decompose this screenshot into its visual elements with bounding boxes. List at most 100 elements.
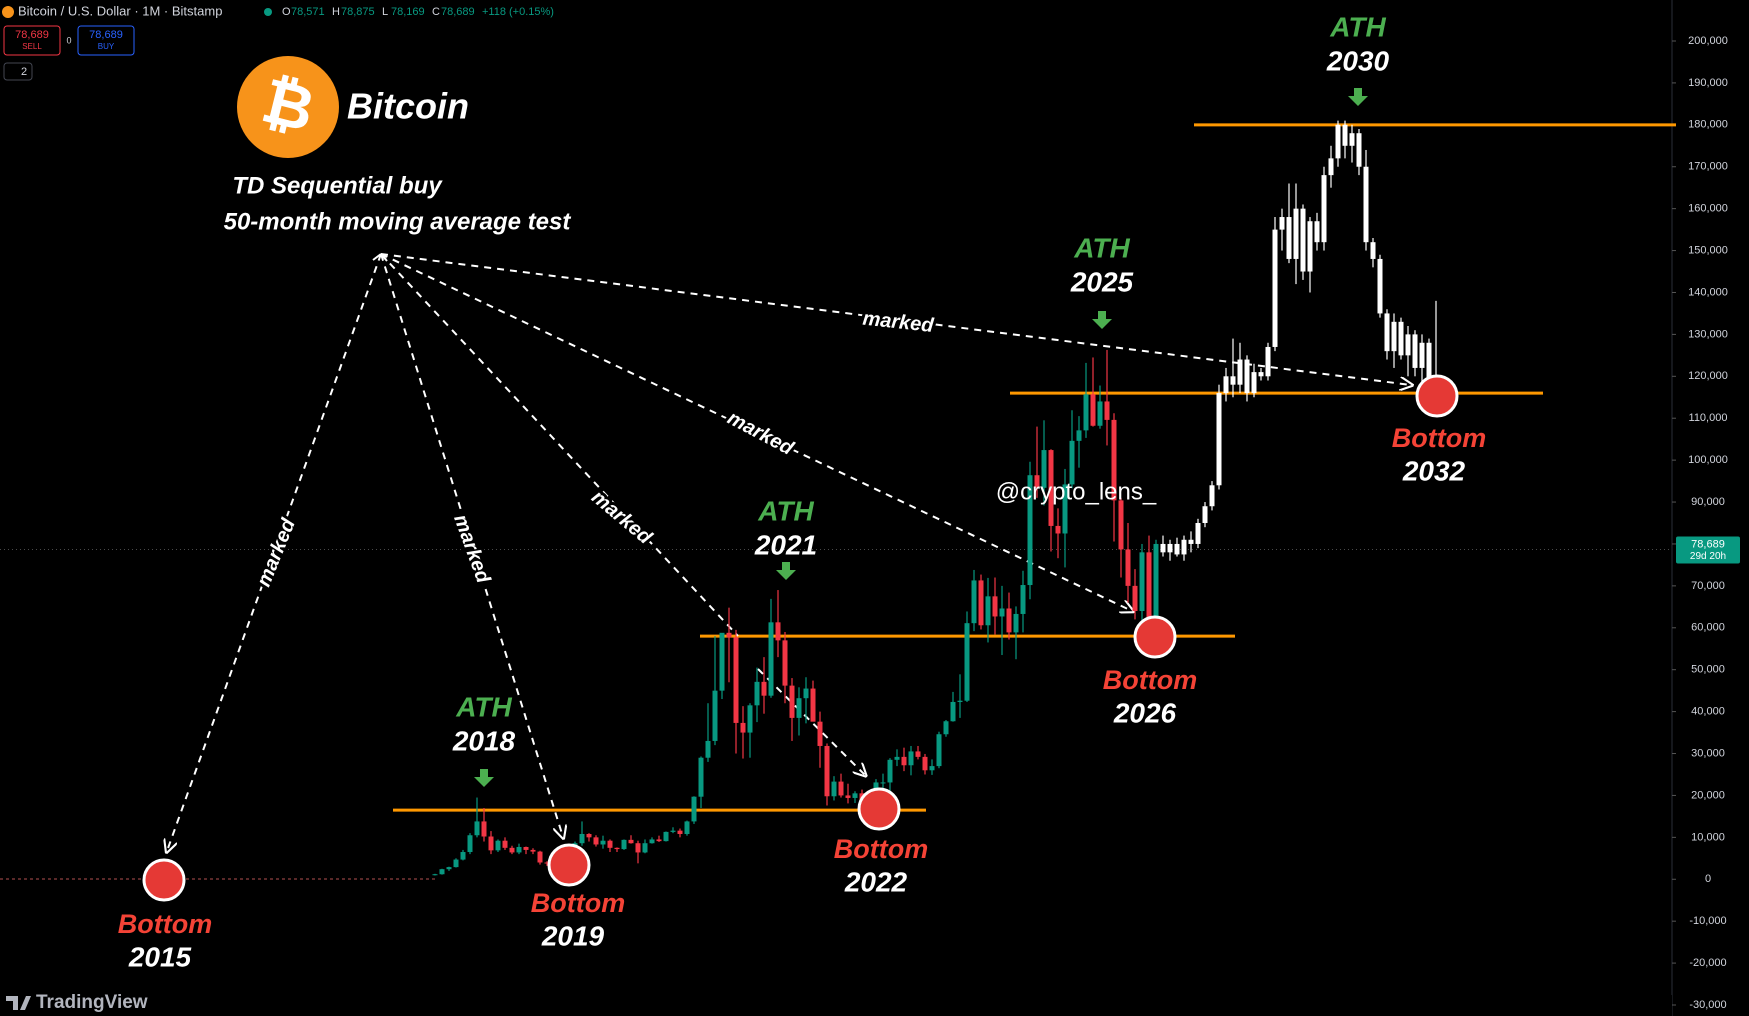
candle-body bbox=[1237, 359, 1243, 385]
candle-body bbox=[929, 766, 935, 771]
candle-body bbox=[915, 751, 921, 757]
tv-logo: TradingView bbox=[36, 992, 148, 1013]
candle-body bbox=[677, 830, 683, 834]
buy-button[interactable] bbox=[77, 25, 135, 56]
last-price-label: 78,689 bbox=[1691, 538, 1725, 550]
candle-body bbox=[1069, 440, 1075, 485]
candle-body bbox=[593, 837, 599, 845]
candle-body bbox=[642, 843, 648, 853]
candle-body bbox=[635, 843, 641, 853]
candle-body bbox=[460, 852, 466, 860]
arrow bbox=[380, 253, 563, 837]
candle-body bbox=[1013, 613, 1019, 633]
candle-body bbox=[1342, 124, 1348, 146]
bottom-marker bbox=[857, 787, 901, 831]
candle-body bbox=[1062, 484, 1068, 534]
footer bbox=[0, 995, 1672, 1016]
candle-body bbox=[1405, 334, 1411, 356]
candle-body bbox=[1349, 133, 1355, 146]
header: Bitcoin / U.S. Dollar · 1M · Bitstamp O 78… bbox=[2, 3, 554, 1013]
y-tick-label: 70,000 bbox=[1691, 580, 1725, 592]
countdown: 29d 20h bbox=[1690, 551, 1726, 562]
candle-body bbox=[1265, 346, 1271, 377]
candle-body bbox=[502, 840, 508, 848]
symbol: Bitcoin / U.S. Dollar · 1M · Bitstamp bbox=[18, 3, 222, 18]
candle-body bbox=[1426, 342, 1432, 385]
bottom-marker bbox=[1133, 615, 1177, 659]
candle-body bbox=[537, 851, 543, 863]
candle-body bbox=[586, 833, 592, 838]
candle-body bbox=[446, 867, 452, 870]
ath-label: ATH bbox=[1329, 11, 1386, 42]
y-tick-label: 190,000 bbox=[1688, 77, 1728, 89]
y-tick-label: 50,000 bbox=[1691, 664, 1725, 676]
ath-year: 2025 bbox=[1070, 266, 1134, 297]
y-tick-label: 30,000 bbox=[1691, 747, 1725, 759]
candle-body bbox=[1055, 525, 1061, 534]
candle-body bbox=[845, 795, 851, 798]
candle-body bbox=[523, 846, 529, 850]
ohlc-key: C bbox=[432, 6, 440, 18]
candle-body bbox=[1188, 539, 1194, 544]
indicator-count: 2 bbox=[21, 66, 27, 78]
y-tick-label: -10,000 bbox=[1689, 915, 1726, 927]
bottom-marker bbox=[547, 843, 591, 887]
candle-body bbox=[1328, 158, 1334, 176]
candle-body bbox=[663, 831, 669, 842]
candle-body bbox=[649, 839, 655, 844]
candle-body bbox=[1258, 372, 1264, 377]
candle-body bbox=[908, 751, 914, 766]
bottom-label: Bottom bbox=[1392, 423, 1486, 453]
change: +118 (+0.15%) bbox=[482, 6, 554, 18]
candle-body bbox=[1398, 321, 1404, 356]
candle-body bbox=[1223, 376, 1229, 394]
subtitle: TD Sequential buy bbox=[232, 172, 443, 199]
ath-year: 2021 bbox=[754, 529, 817, 560]
candle-body bbox=[1363, 166, 1369, 243]
candle-body bbox=[1020, 585, 1026, 614]
axis-layer: -30,000 -20,000 -10,000 0 10,000 20,000 30,000… bbox=[0, 35, 1740, 1011]
candle-body bbox=[831, 781, 837, 797]
bottom-label: Bottom bbox=[118, 909, 212, 939]
candle-body bbox=[530, 849, 536, 852]
sell-button[interactable] bbox=[3, 25, 61, 56]
candle-body bbox=[481, 821, 487, 837]
candle-body bbox=[950, 701, 956, 722]
candle-body bbox=[600, 840, 606, 845]
ohlc-value: 78,169 bbox=[391, 6, 425, 18]
candle-body bbox=[747, 705, 753, 733]
bottom-marker bbox=[142, 858, 186, 902]
candle-body bbox=[698, 757, 704, 797]
candle-body bbox=[768, 622, 774, 696]
candle-body bbox=[579, 833, 585, 844]
candle-body bbox=[1202, 506, 1208, 523]
candle-body bbox=[1370, 242, 1376, 259]
candle-body bbox=[1279, 217, 1285, 230]
candle-body bbox=[1139, 552, 1145, 612]
indicator-toggle[interactable] bbox=[3, 62, 33, 81]
candle-body bbox=[1006, 608, 1012, 633]
y-tick-label: 140,000 bbox=[1688, 286, 1728, 298]
candle-body bbox=[740, 722, 746, 733]
candle-body bbox=[992, 596, 998, 617]
y-tick-label: 40,000 bbox=[1691, 706, 1725, 718]
bottom-label: Bottom bbox=[834, 834, 928, 864]
candle-body bbox=[1216, 393, 1222, 486]
candle-body bbox=[432, 874, 438, 876]
ath-label: ATH bbox=[1073, 232, 1130, 263]
candle-body bbox=[1027, 475, 1033, 586]
candle-body bbox=[1286, 217, 1292, 259]
arrow bbox=[380, 253, 1132, 611]
candle-body bbox=[1167, 543, 1173, 553]
bottom-year: 2019 bbox=[541, 920, 605, 951]
candle-body bbox=[1090, 394, 1096, 426]
candle-body bbox=[754, 681, 760, 706]
last-price-tag bbox=[1676, 536, 1740, 564]
bottom-label: Bottom bbox=[531, 888, 625, 918]
ath-arrow bbox=[474, 769, 494, 787]
candle-body bbox=[838, 781, 844, 796]
bottom-year: 2032 bbox=[1402, 455, 1466, 486]
candle-body bbox=[999, 608, 1005, 617]
candle-body bbox=[1181, 539, 1187, 555]
